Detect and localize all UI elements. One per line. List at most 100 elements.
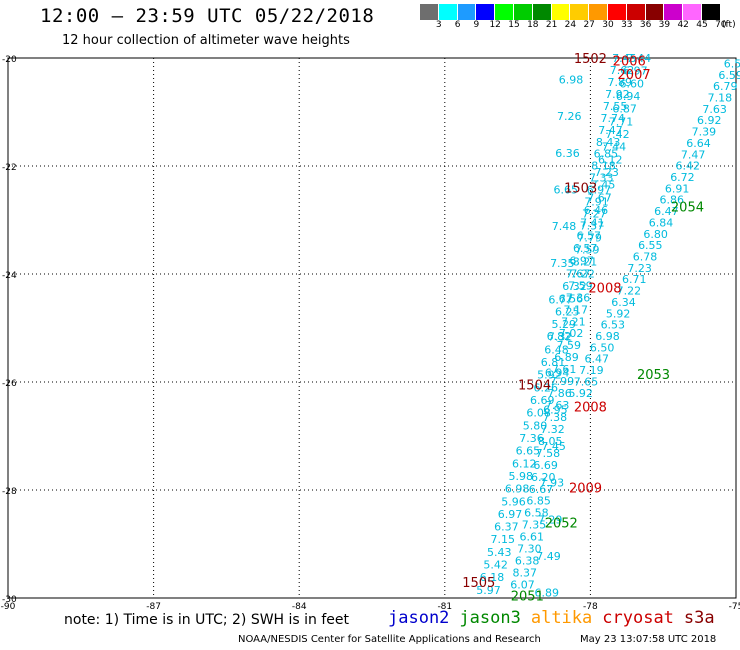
colorbar-cell [570,4,590,20]
colorbar-label: 9 [473,20,480,30]
colorbar-cell [513,4,533,20]
x-tick-label: -78 [583,602,598,612]
pass-time-label: 2009 [569,481,602,496]
wave-height-value: 6.64 [686,137,711,150]
wave-height-value: 6.84 [649,216,674,229]
wave-height-value: 6.91 [665,182,690,195]
wave-height-value: 6.85 [594,148,619,161]
wave-height-value: 7.92 [605,88,630,101]
wave-height-value: 7.44 [602,141,627,154]
colorbar-label: 45 [696,20,708,30]
colorbar-label: 42 [677,20,689,30]
y-tick-label: -30 [2,595,17,605]
x-tick-label: -81 [437,602,452,612]
wave-height-value: 6.98 [559,74,584,87]
wave-height-value: 7.55 [603,100,628,113]
x-tick-label: -87 [146,602,161,612]
wave-height-value: 7.93 [540,477,565,490]
colorbar-label: 15 [508,20,520,30]
colorbar-cell [645,4,665,20]
wave-height-value: 6.36 [555,147,580,160]
wave-height-value: 7.45 [591,179,616,192]
colorbar-cell [626,4,646,20]
wave-height-value: 6.34 [611,296,636,309]
wave-height-value: 6.20 [531,471,556,484]
wave-height-value: 7.62 [610,64,635,77]
wave-height-value: 7.58 [536,447,561,460]
wave-height-value: 6.92 [697,114,722,127]
wave-height-value: 5.97 [476,584,501,597]
wave-height-value: 6.42 [676,160,701,173]
wave-height-value: 6.89 [534,587,559,600]
colorbar-cell [607,4,627,20]
wave-height-value: 6.97 [498,508,523,521]
wave-height-value: 6.81 [541,356,566,369]
colorbar-label: (ft) [722,20,736,30]
wave-height-value: 6.32 [562,280,587,293]
wave-height-value: 6.60 [620,77,645,90]
wave-height-value: 7.99 [550,375,575,388]
wave-height-value: 8.37 [513,567,538,580]
wave-height-value: 7.49 [536,550,561,563]
wave-height-value: 5.42 [483,559,508,572]
colorbar-cell [551,4,571,20]
wave-height-value: 8.21 [573,255,598,268]
plot-frame [7,57,737,599]
wave-height-value: 6.94 [545,367,570,380]
wave-height-value: 6.97 [587,184,612,197]
wave-height-value: 7.44 [627,52,652,65]
footer-note: note: 1) Time is in UTC; 2) SWH is in fe… [64,612,350,628]
colorbar-label: 39 [658,20,671,30]
wave-height-value: 6.95 [543,403,568,416]
wave-height-value: 6.07 [510,579,535,592]
wave-height-value: 7.18 [708,91,733,104]
wave-height-value: 6.65 [554,184,579,197]
wave-height-value: 7.32 [548,331,573,344]
wave-height-value: 6.98 [595,330,620,343]
pass-time-label: 2006 [613,55,646,70]
colorbar-label: 3 [435,20,442,30]
wave-height-value: 6.57 [577,229,602,242]
wave-height-value: 7.35 [550,257,575,270]
wave-height-value: 6.65 [516,445,541,458]
wave-height-value: 6.79 [713,80,738,93]
wave-height-value: 7.47 [681,148,706,161]
wave-height-value: 7.27 [582,208,607,221]
colorbar-cell [683,4,702,20]
wave-height-value: 7.19 [579,364,604,377]
x-tick-label: -90 [1,602,16,612]
wave-height-value: 6.12 [512,457,537,470]
legend-entry-cryosat: cryosat [602,608,674,628]
wave-height-value: 6.56 [724,57,740,70]
page-subtitle: 12 hour collection of altimeter wave hei… [62,33,350,48]
colorbar-label: 12 [489,20,501,30]
y-tick-label: -26 [2,379,17,389]
wave-height-value: 5.92 [537,369,562,382]
wave-height-value: 6.72 [670,171,695,184]
pass-time-label: 1504 [518,379,551,394]
wave-height-value: 5.29 [551,318,576,331]
wave-height-value: 8.05 [538,435,563,448]
wave-height-value: 6.97 [569,255,594,268]
page-title: 12:00 – 23:59 UTC 05/22/2018 [40,5,375,27]
colorbar-label: 6 [454,20,461,30]
colorbar-label: 24 [564,20,577,30]
wave-height-value: 6.57 [573,242,598,255]
wave-height-value: 7.45 [612,52,637,65]
wave-height-value: 7.39 [692,126,717,139]
wave-height-value: 7.41 [580,217,605,230]
pass-time-label: 2008 [574,400,607,415]
wave-height-value: 6.94 [616,90,641,103]
pass-time-label: 2008 [588,282,621,297]
wave-height-value: 6.59 [718,69,740,82]
generated-timestamp: May 23 13:07:58 UTC 2018 [580,634,717,645]
wave-height-value: 7.36 [566,291,591,304]
legend-entry-altika: altika [530,608,593,628]
wave-height-value: 7.30 [517,543,542,556]
wave-height-value: 6.80 [643,228,668,241]
wave-height-value: 6.97 [623,65,648,78]
wave-height-value: 6.18 [480,571,505,584]
wave-height-value: 7.21 [561,315,586,328]
wave-height-value: 7.48 [552,220,577,233]
